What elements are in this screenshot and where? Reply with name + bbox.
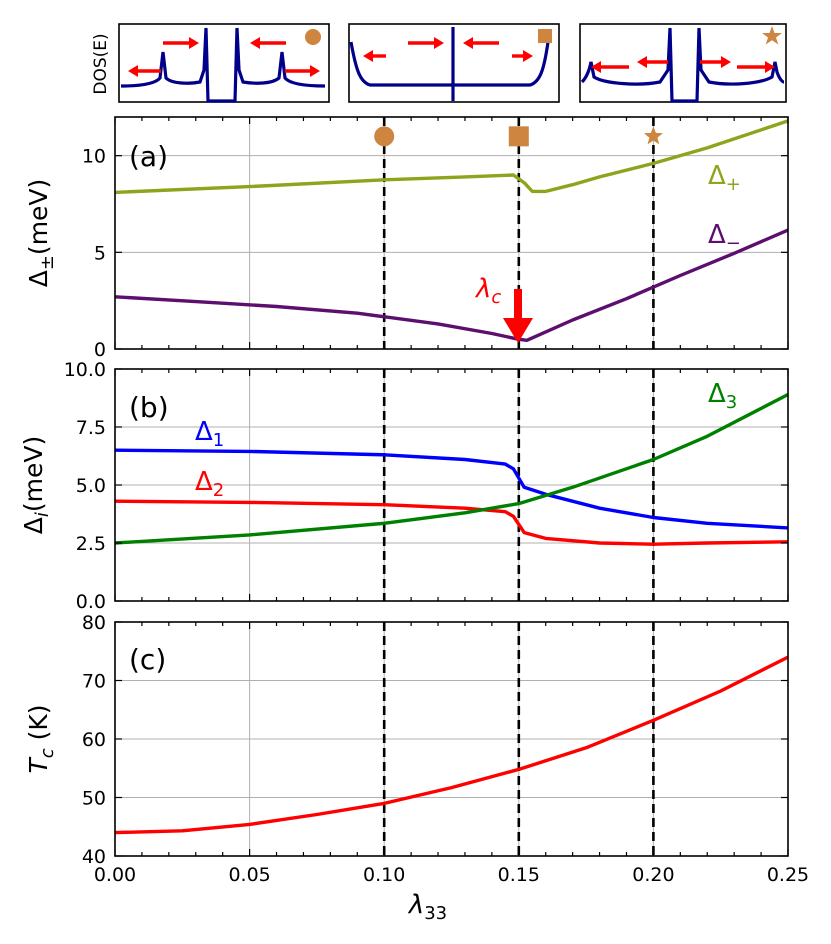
arrow-left-icon (250, 37, 286, 49)
arrow-left-icon (128, 65, 161, 77)
arrow-right-icon (163, 37, 199, 49)
square-marker-icon (538, 29, 552, 43)
square-marker (508, 126, 529, 147)
x-tick-label: 0.25 (767, 864, 809, 886)
legend-delta-2: Δ2 (195, 467, 224, 501)
y-tick-label: 2.5 (76, 533, 106, 555)
svg-text:λc: λc (474, 274, 501, 308)
panel-b-frame (114, 368, 789, 602)
down-arrow-icon (503, 289, 533, 343)
x-axis-label: λ33 (407, 890, 447, 924)
panel-b-series (114, 392, 789, 546)
dos-inset-3 (579, 23, 787, 103)
y-tick-label: 5 (94, 242, 106, 264)
legend-delta-minus: Δ− (708, 220, 741, 254)
panel-b-ticks: 0.0 2.5 5.0 7.5 10.0 (64, 359, 789, 613)
legend-delta-3: Δ3 (708, 379, 737, 413)
y-tick-label: 10 (82, 146, 106, 168)
arrow-right-icon (512, 50, 533, 62)
dos-ylabel: DOS(E) (91, 33, 111, 94)
panel-a-series (114, 119, 789, 342)
ylabel-b: Δi(meV) (19, 436, 53, 534)
dos-inset-2 (348, 23, 560, 103)
panel-c-label: (c) (129, 643, 166, 676)
panel-b-dashed-lines (382, 369, 655, 601)
y-tick-label: 70 (82, 671, 106, 693)
x-tick-label: 0.10 (363, 864, 405, 886)
y-tick-label: 5.0 (76, 475, 106, 497)
arrow-left-icon (637, 56, 668, 68)
x-tick-label: 0.05 (228, 864, 270, 886)
panel-c-dashed-lines (382, 622, 655, 856)
star-marker (643, 126, 663, 145)
x-tick-label: 0.15 (498, 864, 540, 886)
ylabel-c: Tc (K) (24, 704, 58, 773)
x-tick-labels: 0.00 0.05 0.10 0.15 0.20 0.25 (94, 864, 809, 886)
arrow-left-icon (363, 50, 386, 62)
panel-a-dashed-lines (382, 117, 655, 349)
lambda-c-annotation: λc (474, 274, 533, 343)
y-tick-label: 60 (82, 729, 106, 751)
ylabel-a: Δ±(meV) (24, 179, 58, 288)
dos-insets: DOS(E) (91, 23, 787, 103)
arrow-right-icon (285, 65, 320, 77)
y-tick-label: 0.0 (76, 591, 106, 613)
x-tick-label: 0.20 (632, 864, 674, 886)
panel-a-markers (374, 126, 663, 147)
series-line (114, 448, 789, 530)
circle-marker (374, 126, 395, 147)
legend-delta-1: Δ1 (195, 417, 224, 451)
y-tick-label: 40 (82, 846, 106, 868)
panel-a: 0 5 10 (a) Δ±(meV) Δ+ Δ− λc (24, 116, 789, 361)
dos-inset-1 (118, 23, 330, 103)
y-tick-label: 7.5 (76, 417, 106, 439)
series-line (114, 655, 789, 835)
panel-c-series (114, 655, 789, 835)
star-marker-icon (762, 26, 782, 45)
legend-delta-plus: Δ+ (708, 161, 741, 195)
panel-b-label: (b) (129, 391, 169, 424)
series-line (114, 499, 789, 546)
arrow-left-icon (591, 61, 629, 73)
arrow-right-icon (700, 56, 731, 68)
series-line (114, 392, 789, 545)
arrow-right-icon (737, 61, 775, 73)
panel-a-label: (a) (129, 140, 168, 173)
panel-b-grid (115, 369, 788, 601)
series-line (114, 119, 789, 195)
circle-marker-icon (305, 29, 321, 45)
arrow-left-icon (463, 37, 499, 49)
y-tick-label: 10.0 (64, 359, 106, 381)
panel-b: 0.0 2.5 5.0 7.5 10.0 (b) Δi(meV) Δ1 Δ2 Δ3 (19, 359, 789, 613)
x-tick-label: 0.00 (94, 864, 136, 886)
arrow-right-icon (408, 37, 444, 49)
y-tick-label: 50 (82, 788, 106, 810)
y-tick-label: 80 (82, 612, 106, 634)
series-line (114, 228, 789, 342)
panel-a-frame (114, 116, 789, 350)
y-tick-label: 0 (94, 339, 106, 361)
panel-a-grid (115, 117, 788, 349)
panel-c-frame (114, 621, 789, 857)
panel-c-grid (115, 622, 788, 856)
